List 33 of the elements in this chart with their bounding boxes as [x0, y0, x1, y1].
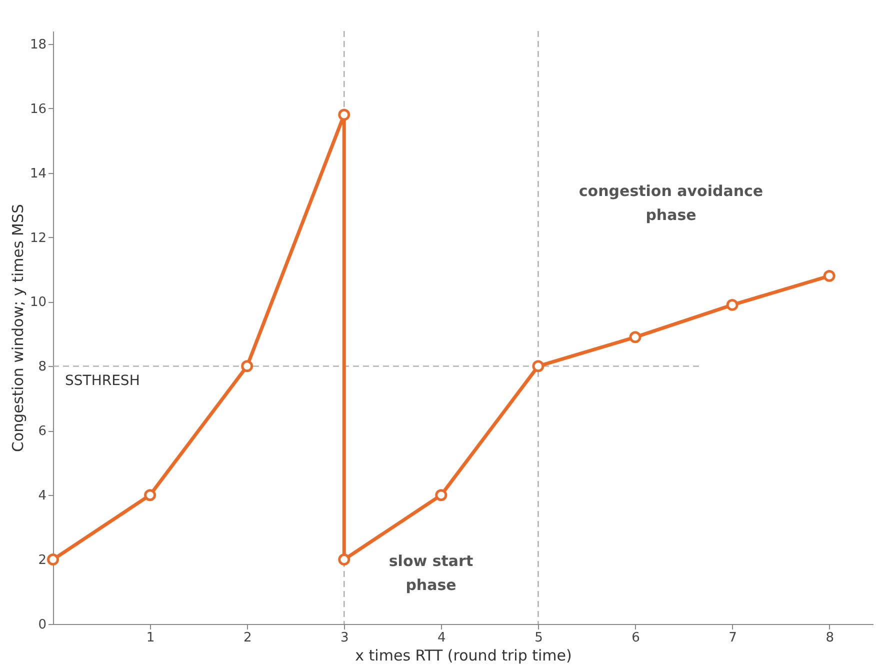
x-tick-label: 5	[534, 630, 543, 646]
x-tick-label: 4	[438, 630, 446, 646]
point	[338, 554, 350, 566]
point	[144, 489, 156, 502]
point	[629, 331, 642, 344]
y-tick-label: 10	[30, 295, 46, 310]
y-tick-label: 2	[38, 553, 46, 568]
x-tick-label: 3	[340, 630, 349, 646]
point	[726, 298, 738, 311]
y-tick-label: 18	[30, 37, 46, 52]
x-tick-label: 2	[243, 630, 252, 646]
x-tick-label: 7	[728, 630, 737, 646]
point	[435, 489, 448, 502]
y-tick-label: 8	[38, 360, 46, 375]
x-tick-label: 1	[146, 630, 155, 646]
point	[47, 554, 59, 566]
x-tick-label: 6	[632, 630, 640, 646]
y-tick-label: 6	[38, 424, 46, 440]
annotation: congestion avoidance phase	[578, 182, 764, 224]
point	[532, 360, 544, 372]
annotation: slow start phase	[388, 552, 474, 594]
y-tick-label: 14	[30, 166, 46, 182]
x-tick-label: 8	[826, 630, 834, 646]
point	[823, 270, 836, 282]
ref-line-label: SSTHRESH	[65, 373, 140, 390]
y-tick-label: 4	[38, 488, 46, 504]
x-axis-title: x times RTT (round trip time)	[355, 646, 572, 664]
y-tick-label: 16	[30, 102, 46, 117]
point	[338, 108, 350, 121]
y-tick-label: 0	[38, 618, 46, 632]
y-axis-title: Congestion window; y times MSS	[8, 204, 27, 452]
point	[241, 360, 254, 372]
y-tick-label: 12	[30, 230, 46, 246]
